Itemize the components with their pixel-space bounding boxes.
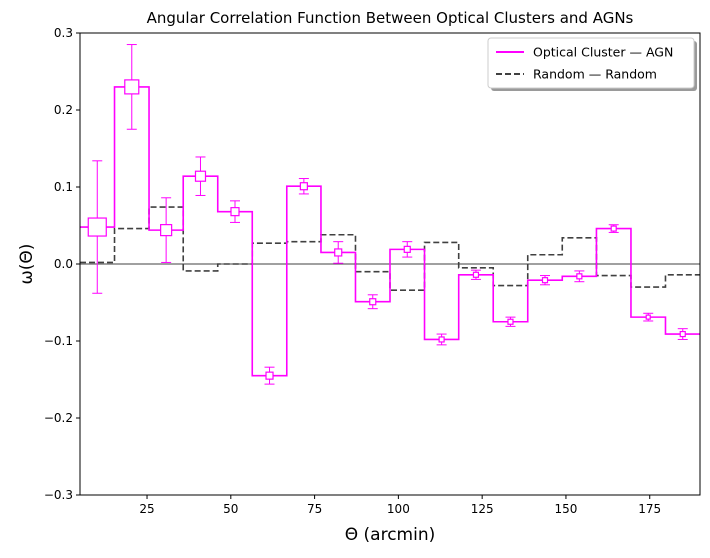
y-tick-label: −0.1 [44,334,73,348]
data-point-marker [87,217,107,237]
data-point-marker [438,336,445,343]
y-tick-label: 0.1 [54,180,73,194]
x-tick-label: 75 [307,502,322,516]
x-tick-label: 175 [638,502,661,516]
x-tick-label: 125 [471,502,494,516]
data-point-marker [472,271,480,278]
y-axis-label: ω(Θ) [17,244,37,285]
data-point-marker [230,207,240,217]
legend: Optical Cluster — AGN Random — Random [487,37,697,91]
data-point-marker [334,248,343,257]
data-point-marker [124,79,140,95]
x-tick-label: 50 [223,502,238,516]
y-tick-label: −0.3 [44,488,73,502]
series-optical-cluster-agn-step-line [80,86,700,377]
data-point-marker [610,225,617,232]
y-tick-label: 0.0 [54,257,73,271]
data-point-marker [160,224,173,237]
x-tick-label: 150 [554,502,577,516]
data-point-marker [194,170,207,182]
chart-title: Angular Correlation Function Between Opt… [147,9,634,27]
x-tick-label: 100 [387,502,410,516]
legend-label-random-random: Random — Random [533,67,657,82]
x-axis-label: Θ (arcmin) [345,525,436,545]
data-point-marker [576,273,583,280]
data-point-marker [299,182,308,191]
y-tick-label: −0.2 [44,411,73,425]
plot-frame [79,32,701,496]
y-tick-label: 0.2 [54,103,73,117]
series-random-random-step-line [80,206,700,291]
legend-label-optical-cluster-agn: Optical Cluster — AGN [533,45,673,60]
x-tick-label: 25 [139,502,154,516]
data-point-marker [645,314,651,320]
data-point-marker [369,298,377,306]
y-tick-label: 0.3 [54,26,73,40]
data-point-marker [541,277,549,284]
data-point-marker [265,371,274,380]
data-point-marker [507,318,514,325]
data-point-marker [403,245,411,253]
data-point-marker [679,330,686,338]
legend-box [487,37,695,89]
